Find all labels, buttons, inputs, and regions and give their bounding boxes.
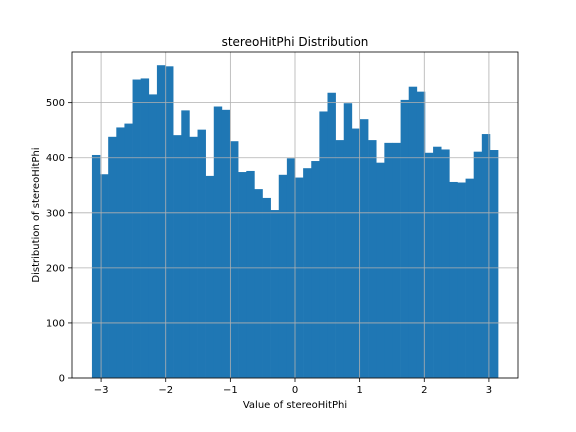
histogram-bar — [124, 123, 133, 379]
histogram-bar — [238, 172, 247, 378]
y-axis-label: Distribution of stereoHitPhi — [31, 147, 42, 282]
histogram-bar — [465, 178, 474, 378]
histogram-bar — [449, 181, 458, 378]
histogram-bar — [351, 128, 361, 378]
histogram-bar — [132, 79, 141, 378]
histogram-bar — [148, 94, 158, 378]
histogram-bar — [376, 162, 385, 378]
histogram-bar — [424, 152, 434, 378]
ticks-layer: −3 −2 −1 0 1 2 3 0 100 200 300 400 500 — [46, 98, 492, 396]
histogram-bar — [473, 151, 483, 378]
histogram-bar — [359, 119, 369, 378]
histogram-bar — [156, 65, 166, 378]
histogram-bar — [270, 210, 280, 378]
histogram-bar — [181, 110, 190, 379]
histogram-bar — [205, 175, 215, 378]
histogram-bar — [392, 142, 401, 378]
histogram-bar — [262, 197, 271, 378]
y-tick-label: 200 — [46, 263, 65, 274]
histogram-bar — [173, 135, 182, 378]
histogram-bar — [278, 174, 288, 378]
y-tick-label: 0 — [59, 374, 65, 385]
chart-title: stereoHitPhi Distribution — [222, 35, 369, 49]
y-tick-label: 300 — [46, 208, 65, 219]
x-tick-label: −2 — [158, 385, 173, 396]
histogram-bar — [457, 182, 466, 378]
x-tick-label: 0 — [292, 385, 298, 396]
histogram-bar — [416, 91, 426, 378]
histogram-bar — [165, 66, 174, 378]
histogram-bar — [197, 129, 206, 378]
y-tick-label: 100 — [46, 318, 65, 329]
histogram-bar — [441, 149, 450, 378]
x-tick-label: 2 — [421, 385, 427, 396]
histogram-bar — [481, 134, 491, 378]
x-axis-label: Value of stereoHitPhi — [243, 400, 347, 411]
y-tick-label: 400 — [46, 153, 65, 164]
histogram-bar — [319, 111, 328, 379]
histogram-bar — [368, 140, 377, 378]
histogram-bar — [221, 109, 231, 378]
histogram-bar — [433, 146, 442, 378]
histogram-bar — [189, 136, 198, 378]
x-tick-label: 1 — [356, 385, 362, 396]
histogram-bar — [303, 168, 312, 378]
x-tick-label: 3 — [486, 385, 492, 396]
histogram-bar — [335, 140, 345, 378]
histogram-bar — [254, 189, 263, 378]
histogram-bar — [343, 103, 353, 379]
histogram-bar — [489, 150, 499, 378]
y-tick-label: 500 — [46, 98, 65, 109]
histogram-bar — [230, 141, 239, 378]
x-tick-label: −3 — [94, 385, 109, 396]
bars-layer — [91, 65, 499, 379]
histogram-bar — [100, 174, 109, 378]
histogram-bar — [246, 170, 255, 378]
histogram-bar — [400, 99, 410, 378]
histogram-bar — [116, 127, 125, 378]
histogram-bar — [408, 86, 418, 378]
histogram-bar — [295, 177, 304, 378]
histogram-bar — [108, 136, 117, 378]
histogram-bar — [213, 106, 223, 378]
x-tick-label: −1 — [223, 385, 238, 396]
histogram-bar — [311, 161, 320, 378]
histogram-bar — [327, 92, 336, 378]
histogram-bar — [384, 142, 393, 378]
histogram-bar — [140, 78, 150, 378]
histogram-bar — [91, 154, 101, 378]
